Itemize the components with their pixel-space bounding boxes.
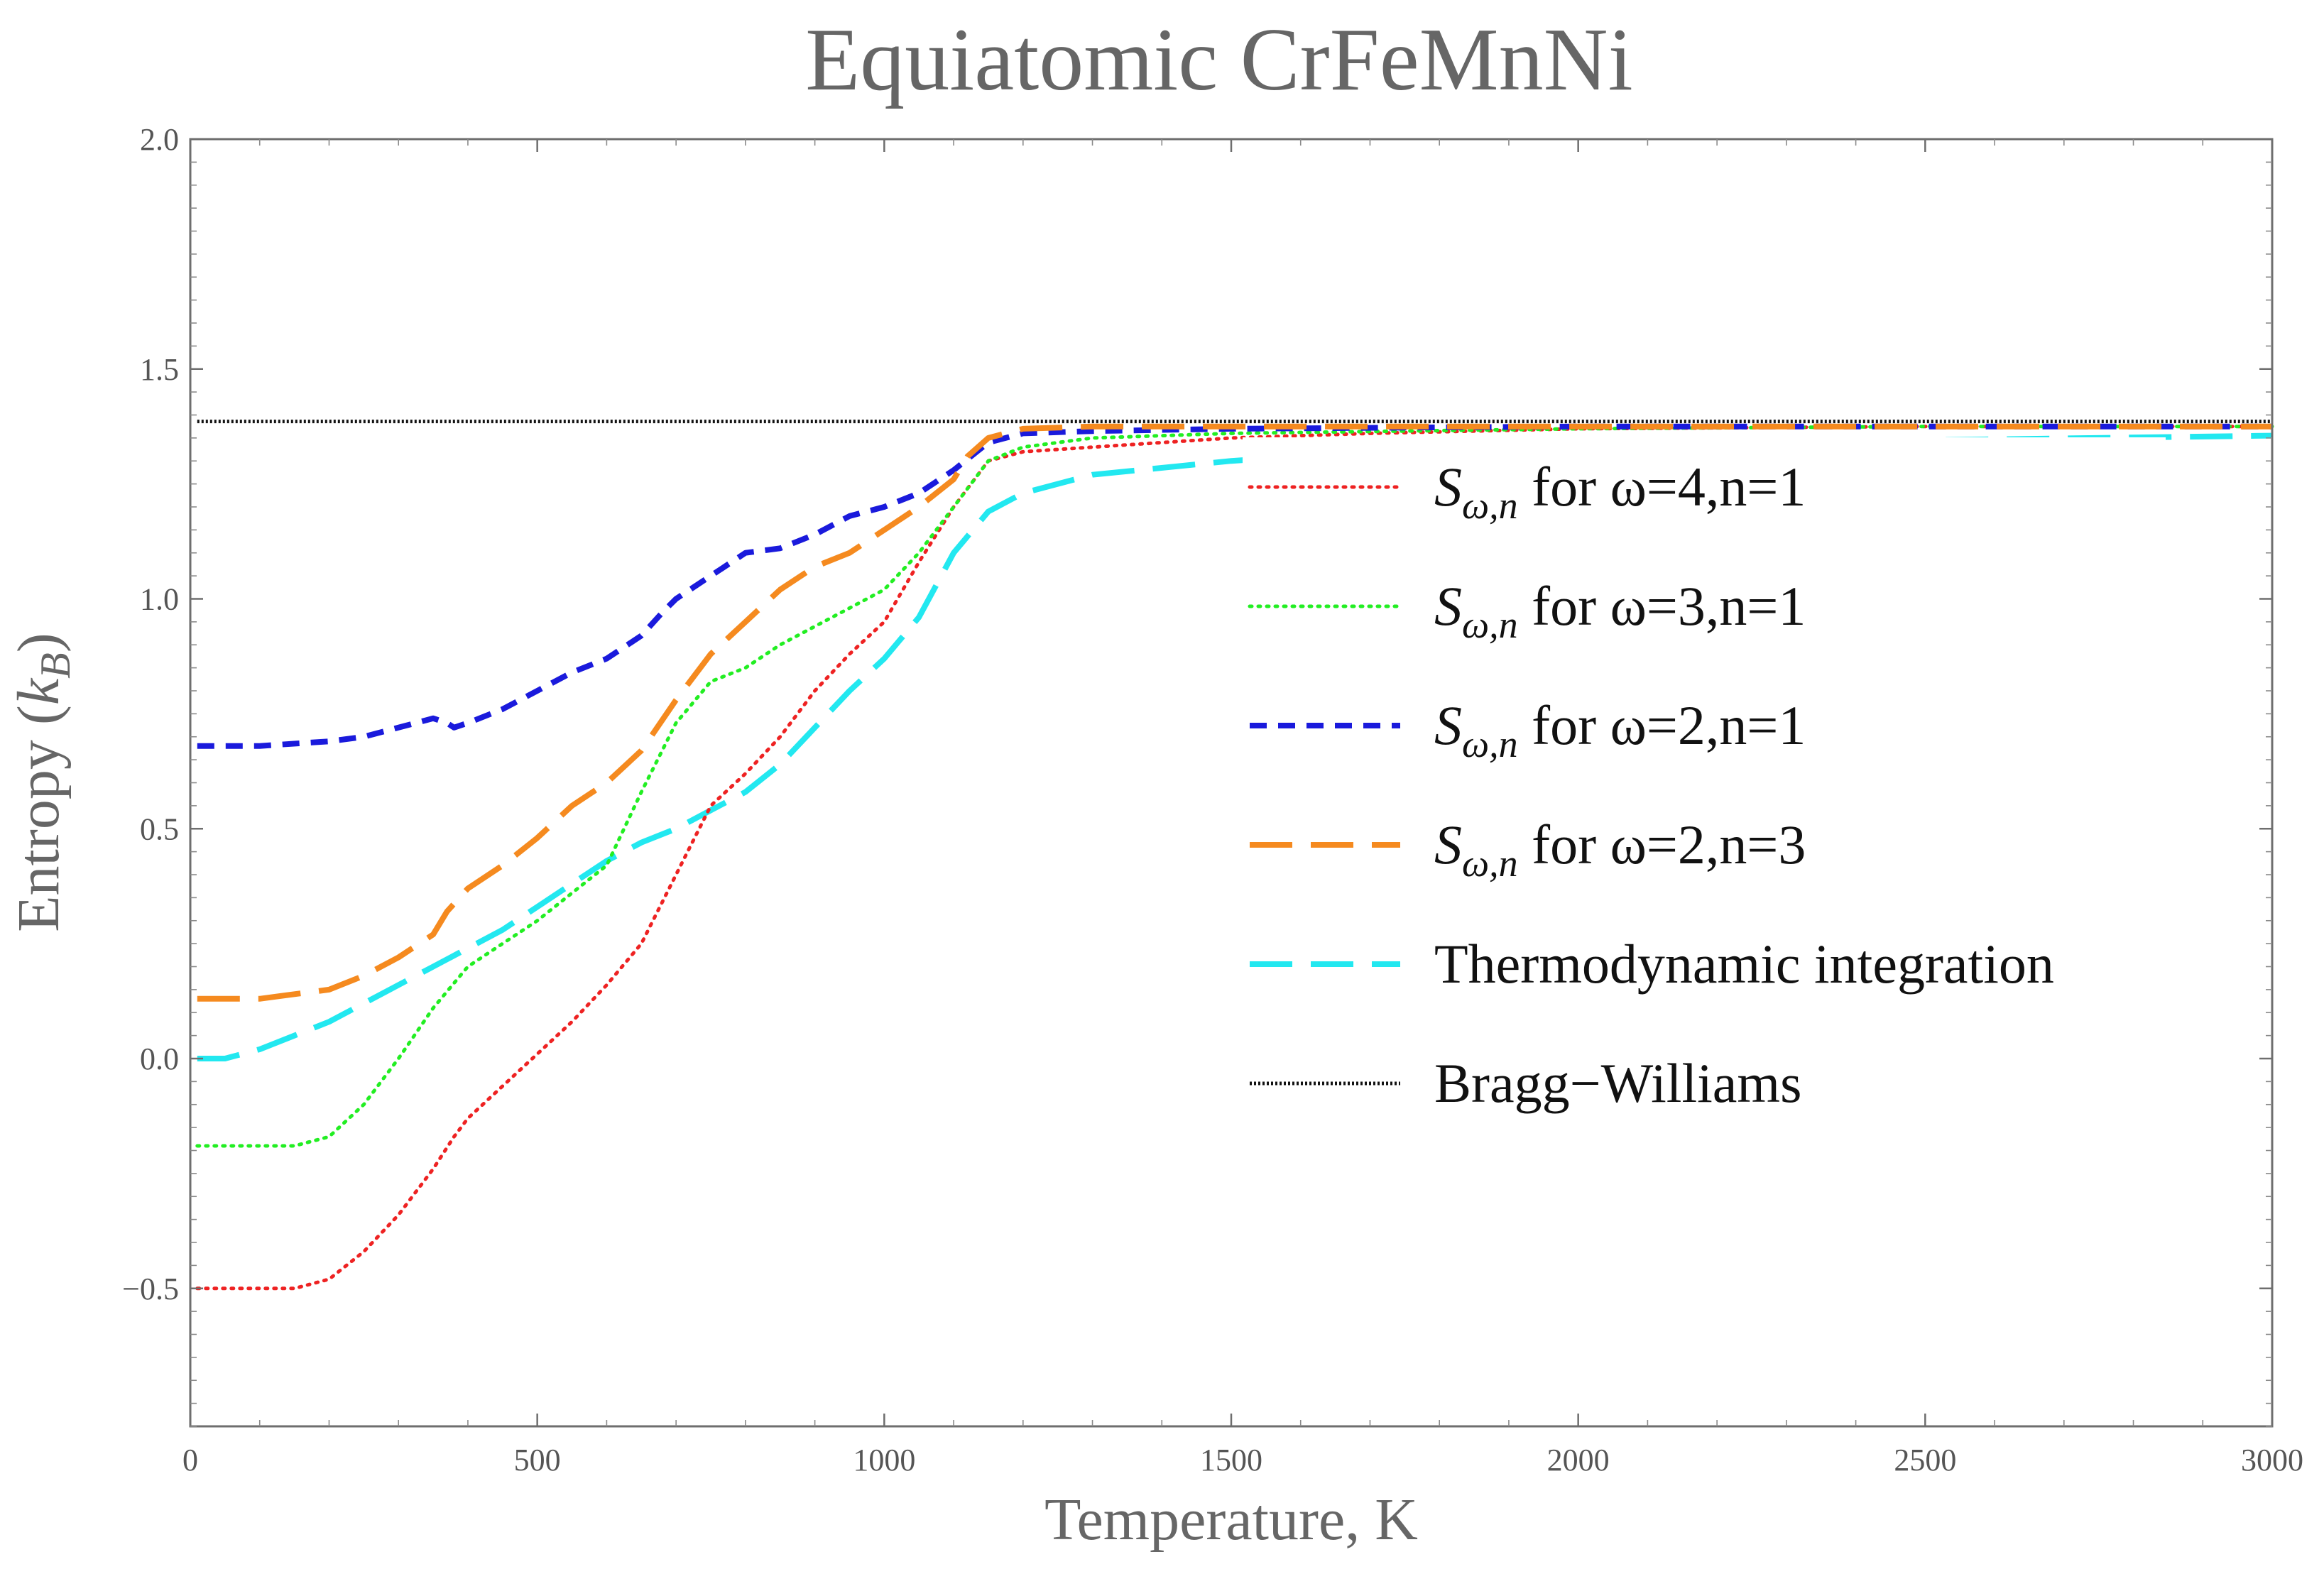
x-tick-label: 500 (514, 1443, 561, 1477)
axis-ticks: 0 500 1000 1500 2000 2500 3000 −0.5 0.0 0.5 1.0 1.5… (122, 122, 2303, 1477)
legend-backdrop (1243, 1034, 2166, 1119)
legend-backdrop (1243, 676, 2166, 761)
series-line-5 (197, 432, 2273, 1061)
legend-subscript: ω,n (1462, 484, 1518, 527)
legend-symbol: S (1434, 814, 1462, 875)
legend-backdrop (1243, 795, 2166, 880)
legend-rest: for ω=2,n=3 (1518, 814, 1806, 875)
legend-rest: for ω=3,n=1 (1518, 575, 1806, 637)
x-tick-label: 2500 (1894, 1443, 1956, 1477)
y-tick-label: 1.0 (140, 582, 179, 617)
plot-frame (189, 138, 2274, 1428)
x-tick-label: 0 (182, 1443, 198, 1477)
legend-backdrop (1243, 914, 2166, 1000)
y-tick-label: 1.5 (140, 352, 179, 387)
legend-symbol: S (1434, 456, 1462, 518)
legend: Sω,n for ω=4,n=1Sω,n for ω=3,n=1Sω,n for… (1243, 437, 2166, 1119)
legend-label-1: Sω,n for ω=4,n=1 (1434, 456, 1806, 527)
chart-title: Equiatomic CrFeMnNi (805, 11, 1632, 109)
y-tick-label: 0.5 (140, 811, 179, 846)
legend-rest: for ω=2,n=1 (1518, 694, 1806, 756)
series-line-4 (197, 423, 2272, 1002)
legend-label-4: Sω,n for ω=2,n=3 (1434, 814, 1806, 885)
series-line-3 (197, 423, 2272, 749)
legend-backdrop (1243, 557, 2166, 642)
x-tick-label: 1500 (1200, 1443, 1262, 1477)
legend-rest: for ω=4,n=1 (1518, 456, 1806, 518)
y-tick-label: 2.0 (140, 122, 179, 157)
legend-label-6: Bragg−Williams (1434, 1052, 1801, 1114)
x-tick-label: 3000 (2241, 1443, 2303, 1477)
y-tick-label: 0.0 (140, 1042, 179, 1076)
series-line-2 (195, 425, 2274, 1148)
legend-backdrop (1243, 437, 2166, 523)
x-tick-label: 1000 (853, 1443, 915, 1477)
legend-symbol: S (1434, 575, 1462, 637)
legend-symbol: S (1434, 694, 1462, 756)
legend-subscript: ω,n (1462, 603, 1518, 646)
legend-subscript: ω,n (1462, 723, 1518, 765)
legend-subscript: ω,n (1462, 842, 1518, 885)
y-axis-label-prefix: Entropy ( (6, 705, 72, 932)
y-axis-label-suffix: ) (6, 633, 72, 652)
y-axis-label: Entropy (kB) (6, 633, 79, 932)
x-axis-label: Temperature, K (1044, 1487, 1418, 1553)
y-axis-label-symbol: k (6, 677, 72, 705)
y-tick-label: −0.5 (122, 1272, 179, 1306)
legend-label-3: Sω,n for ω=2,n=1 (1434, 694, 1806, 765)
series-layer (195, 420, 2274, 1291)
y-axis-label-subscript: B (32, 652, 79, 679)
legend-label-2: Sω,n for ω=3,n=1 (1434, 575, 1806, 646)
series-line-1 (195, 425, 2274, 1291)
legend-label-5: Thermodynamic integration (1434, 933, 2054, 995)
x-tick-label: 2000 (1547, 1443, 1610, 1477)
